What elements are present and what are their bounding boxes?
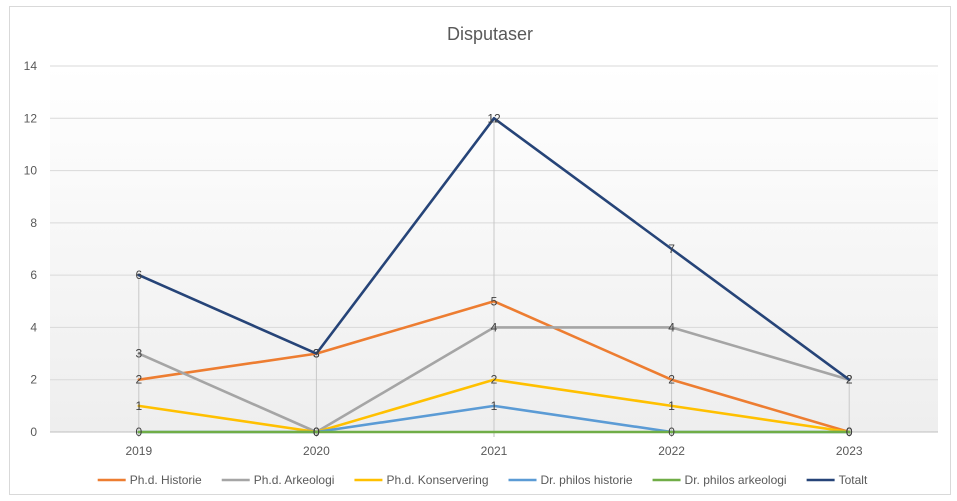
data-label: 0 xyxy=(135,425,142,439)
chart-title: Disputaser xyxy=(447,24,533,44)
series-line-ph-d-arkeologi xyxy=(137,326,851,434)
data-label: 4 xyxy=(491,320,498,334)
legend-label: Ph.d. Historie xyxy=(130,473,202,487)
data-label: 6 xyxy=(135,268,142,282)
series-line-ph-d-historie xyxy=(137,299,851,434)
data-label: 0 xyxy=(846,425,853,439)
y-tick-label: 8 xyxy=(30,216,37,230)
data-label: 5 xyxy=(491,294,498,308)
series-line-totalt xyxy=(137,117,851,382)
data-label: 12 xyxy=(487,111,501,125)
legend-label: Ph.d. Arkeologi xyxy=(254,473,335,487)
legend-label: Ph.d. Konservering xyxy=(386,473,488,487)
data-label: 2 xyxy=(846,373,853,387)
y-axis: 0 2 4 6 8 10 12 14 xyxy=(24,59,38,439)
x-tick-label: 2021 xyxy=(481,444,508,458)
data-label: 2 xyxy=(491,373,498,387)
data-label: 7 xyxy=(668,242,675,256)
data-label: 0 xyxy=(313,425,320,439)
x-tick-label: 2020 xyxy=(303,444,330,458)
y-tick-label: 14 xyxy=(24,59,38,73)
data-label: 1 xyxy=(135,399,142,413)
legend-label: Dr. philos historie xyxy=(541,473,633,487)
y-tick-label: 12 xyxy=(24,111,38,125)
legend: Ph.d. Historie Ph.d. Arkeologi Ph.d. Konse… xyxy=(97,473,868,487)
series-line-ph-d-konservering xyxy=(137,378,851,434)
data-label: 0 xyxy=(846,425,853,439)
data-label: 0 xyxy=(846,425,853,439)
data-label: 0 xyxy=(313,425,320,439)
data-label: 3 xyxy=(313,347,320,361)
x-tick-label: 2023 xyxy=(836,444,863,458)
data-label: 3 xyxy=(313,347,320,361)
legend-label: Dr. philos arkeologi xyxy=(685,473,787,487)
x-axis: 2019 2020 2021 2022 2023 xyxy=(125,432,863,458)
x-tick-label: 2022 xyxy=(658,444,685,458)
legend-label: Totalt xyxy=(839,473,868,487)
data-label: 4 xyxy=(668,320,675,334)
data-label: 2 xyxy=(135,373,142,387)
data-label: 1 xyxy=(491,399,498,413)
y-tick-label: 10 xyxy=(24,164,38,178)
data-label: 2 xyxy=(846,373,853,387)
series-lines xyxy=(137,117,851,434)
data-label: 2 xyxy=(668,373,675,387)
y-tick-label: 0 xyxy=(30,425,37,439)
y-tick-label: 2 xyxy=(30,373,37,387)
y-tick-label: 6 xyxy=(30,268,37,282)
data-label: 0 xyxy=(668,425,675,439)
x-tick-label: 2019 xyxy=(125,444,152,458)
data-label: 0 xyxy=(313,425,320,439)
data-label: 1 xyxy=(668,399,675,413)
data-label: 3 xyxy=(135,347,142,361)
y-tick-label: 4 xyxy=(30,320,37,334)
